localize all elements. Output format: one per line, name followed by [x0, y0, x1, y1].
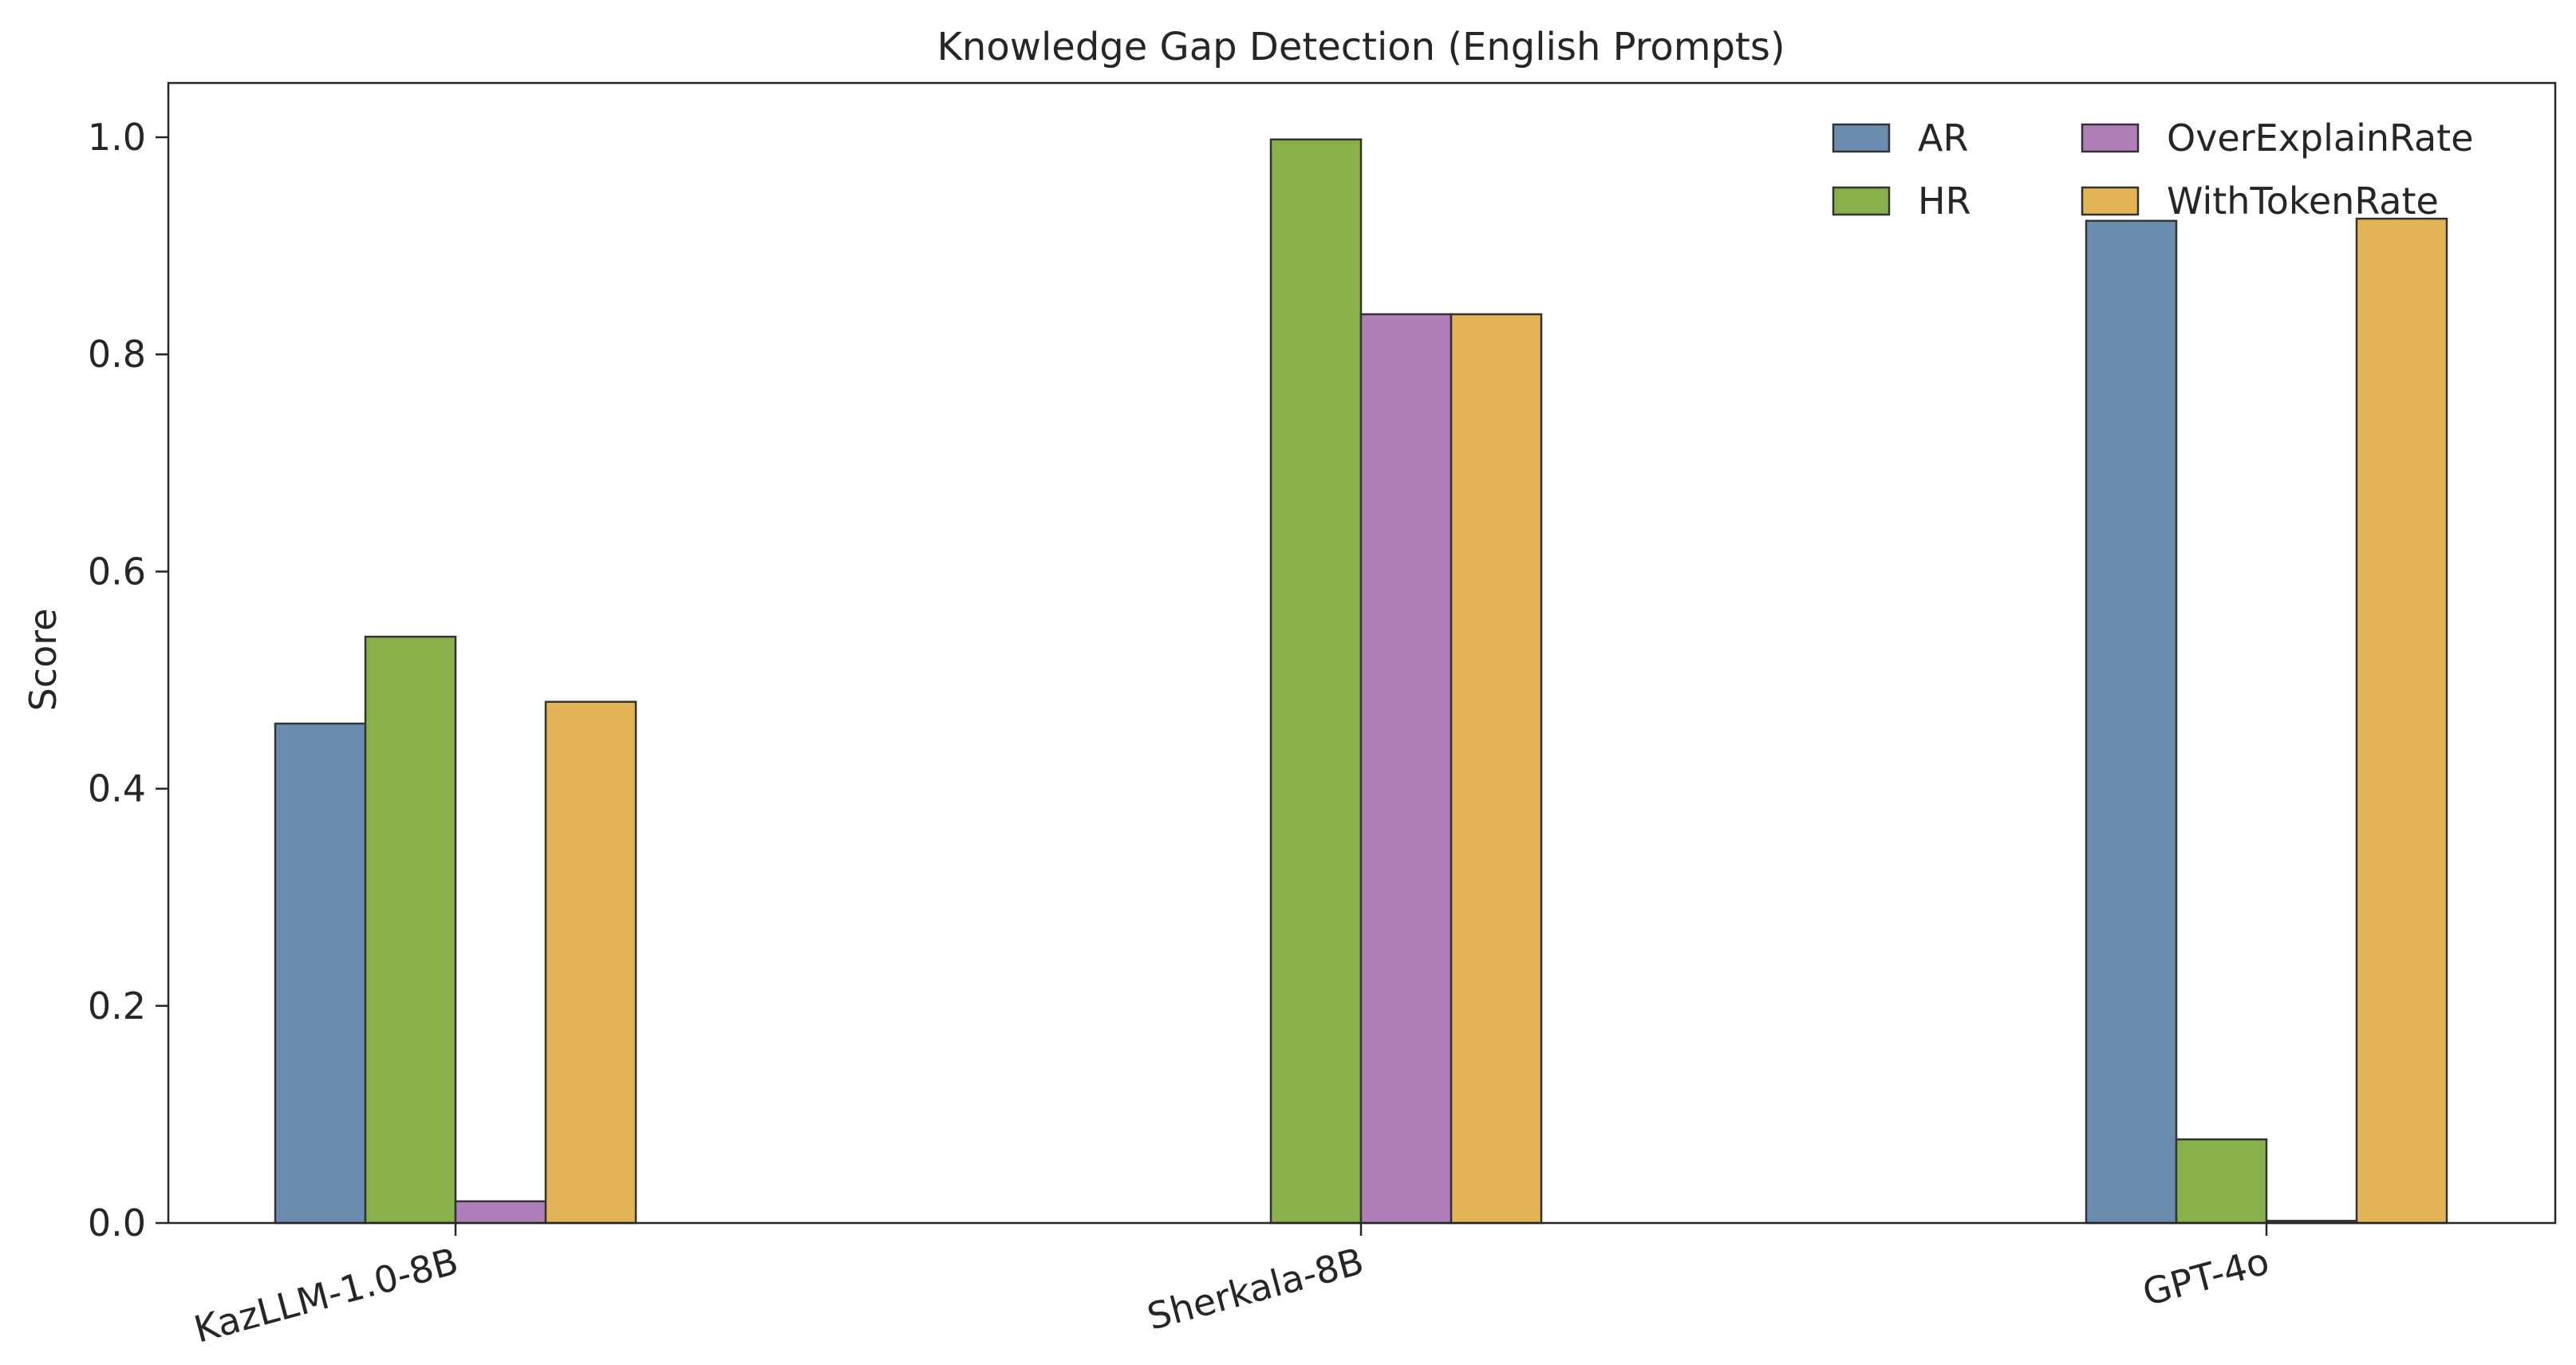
- legend: AR HR OverExplainRate WithTokenRate: [1832, 116, 2474, 223]
- y-tick-label: 0.4: [88, 767, 146, 811]
- x-tick-label: KazLLM-1.0-8B: [190, 1239, 463, 1351]
- legend-label-ar: AR: [1918, 116, 1968, 160]
- legend-label-overexplainrate: OverExplainRate: [2167, 116, 2474, 160]
- x-tick-label: GPT-4o: [2138, 1239, 2274, 1314]
- bar-hr-kazllm-1-0-8b: [364, 635, 457, 1225]
- legend-swatch-hr: [1832, 186, 1891, 216]
- x-axis-ticks: KazLLM-1.0-8BSherkala-8BGPT-4oGemini-2.5…: [190, 1223, 2274, 1351]
- legend-swatch-ar: [1832, 123, 1891, 153]
- bar-withtokenrate-sherkala-8b: [1450, 313, 1543, 1225]
- bar-ar-gpt-4o: [2085, 219, 2178, 1225]
- legend-swatch-overexplainrate: [2081, 123, 2140, 153]
- legend-label-hr: HR: [1918, 180, 1971, 223]
- x-tick-label: Sherkala-8B: [1142, 1239, 1367, 1338]
- y-tick-label: 0.8: [88, 333, 146, 376]
- bar-overexplainrate-sherkala-8b: [1359, 313, 1453, 1225]
- y-tick-label: 1.0: [88, 116, 146, 159]
- chart-title: Knowledge Gap Detection (English Prompts…: [937, 25, 1785, 69]
- legend-label-withtokenrate: WithTokenRate: [2167, 180, 2439, 223]
- y-axis-ticks: 0.0 0.2 0.4 0.6 0.8 1.0: [88, 116, 168, 1245]
- bar-withtokenrate-gpt-4o: [2355, 217, 2448, 1225]
- bar-hr-gpt-4o: [2175, 1138, 2268, 1225]
- bar-ar-kazllm-1-0-8b: [274, 722, 367, 1225]
- bars-layer: [274, 138, 2448, 1225]
- bar-hr-sherkala-8b: [1269, 138, 1363, 1225]
- y-tick-label: 0.2: [88, 984, 146, 1028]
- legend-swatch-withtokenrate: [2081, 186, 2140, 216]
- bar-overexplainrate-kazllm-1-0-8b: [454, 1200, 547, 1225]
- y-tick-label: 0.6: [88, 550, 146, 593]
- plot-area-frame: [167, 81, 2557, 1225]
- bar-withtokenrate-kazllm-1-0-8b: [544, 700, 637, 1225]
- y-tick-label: 0.0: [88, 1201, 146, 1245]
- y-axis-label: Score: [22, 609, 65, 712]
